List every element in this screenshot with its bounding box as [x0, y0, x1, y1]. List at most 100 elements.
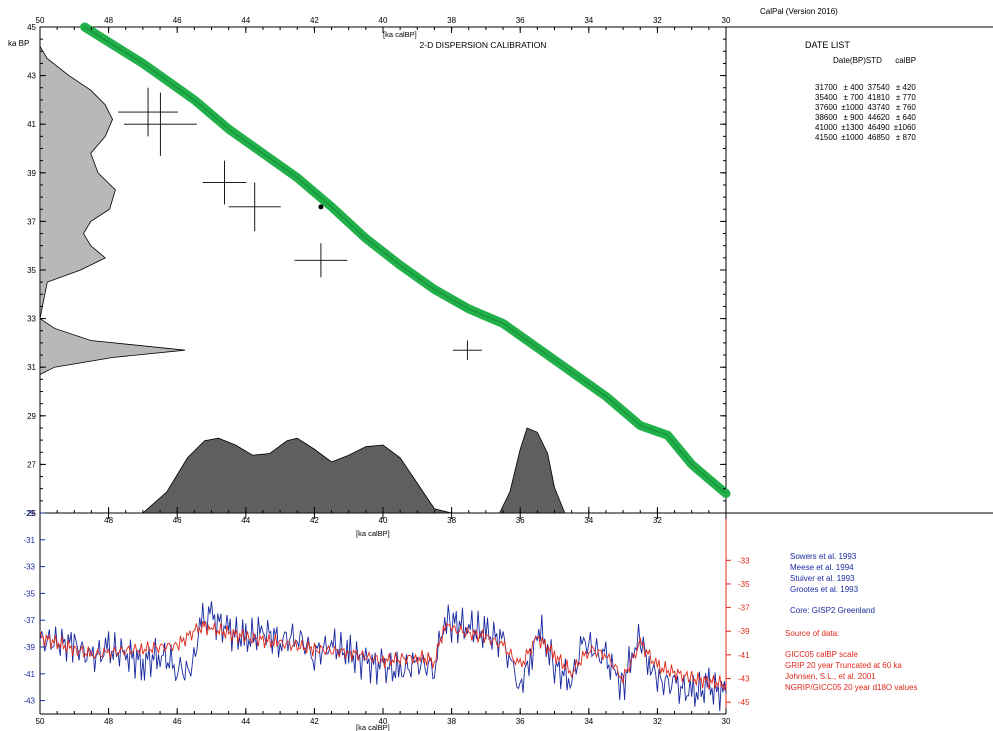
x-tick-label: 30: [722, 717, 731, 726]
x-tick-label: 42: [310, 717, 319, 726]
y-tick-label: 33: [27, 315, 36, 324]
main-plot-frame: [39, 26, 727, 514]
date-list-header: Date(BP)STD calBP: [833, 56, 917, 65]
date-list-cell-calstd: ±1060: [893, 123, 916, 132]
x-tick-label: 48: [104, 717, 113, 726]
gisp2-series-line: [39, 601, 727, 712]
calibrated-density-area: [141, 437, 452, 514]
x-tick-label: 34: [584, 717, 593, 726]
y-right-tick-label: -37: [738, 604, 750, 613]
reference-item: Stuiver et al. 1993: [790, 574, 855, 583]
y-tick-label: 43: [27, 72, 36, 81]
grip-series-line: [39, 621, 727, 691]
x-tick-label-bottom: 46: [173, 516, 182, 525]
y-left-tick-label: -41: [23, 670, 35, 679]
y-tick-label: 31: [27, 363, 36, 372]
source-title: Source of data:: [785, 629, 840, 638]
x-tick-label: 50: [36, 717, 45, 726]
reference-item: Grootes et al. 1993: [790, 585, 859, 594]
date-list-cell-cal: 44620: [867, 113, 890, 122]
date-list-cell-std: ± 400: [843, 83, 864, 92]
x-tick-label-top: 30: [722, 16, 731, 25]
date-list-row: 38600 ± 900 44620 ± 640: [815, 113, 920, 123]
y-tick-label: 41: [27, 120, 36, 129]
date-list-row: 41000 ±1300 46490 ±1060: [815, 123, 920, 133]
x-tick-label-top: 40: [379, 16, 388, 25]
date-list-title: DATE LIST: [805, 40, 850, 50]
date-list-cell-bp: 31700: [815, 83, 838, 92]
y-right-tick-label: -45: [738, 698, 750, 707]
date-list-cell-cal: 46850: [867, 133, 890, 142]
x-tick-label-top: 50: [36, 16, 45, 25]
y-unit-label: ka BP: [8, 39, 29, 48]
selected-date-dot: [318, 204, 324, 210]
date-list-cell-cal: 41810: [867, 93, 890, 102]
y-left-tick-label: -35: [23, 589, 35, 598]
source-line: GRIP 20 year Truncated at 60 ka: [785, 661, 902, 670]
source-line: GICC05 calBP scale: [785, 650, 858, 659]
y-right-tick-label: -43: [738, 675, 750, 684]
date-list-cell-cal: 43740: [867, 103, 890, 112]
x-tick-label-top: 32: [653, 16, 662, 25]
x-tick-label-top: 34: [584, 16, 593, 25]
y-tick-label: 39: [27, 169, 36, 178]
date-list-cell-bp: 37600: [815, 103, 838, 112]
date-list-cell-bp: 38600: [815, 113, 838, 122]
x-tick-label: 38: [447, 717, 456, 726]
date-list-cell-calstd: ± 760: [895, 103, 916, 112]
chart-title: 2-D DISPERSION CALIBRATION: [420, 40, 547, 50]
bottom-axis-label-2: [ka calBP]: [356, 723, 390, 731]
x-tick-label: 44: [241, 717, 250, 726]
y-tick-label: 25: [27, 509, 36, 518]
date-list-cell-cal: 46490: [867, 123, 890, 132]
y-tick-label: 27: [27, 460, 36, 469]
y-left-tick-label: -33: [23, 563, 35, 572]
bp-density-area: [39, 44, 186, 376]
x-tick-label-bottom: 34: [584, 516, 593, 525]
y-left-tick-label: -31: [23, 536, 35, 545]
calibration-curve-line: [84, 26, 727, 495]
x-tick-label: 32: [653, 717, 662, 726]
app-version-label: CalPal (Version 2016): [760, 7, 838, 16]
date-list-cell-std: ±1300: [841, 123, 864, 132]
date-list-cell-std: ± 900: [843, 113, 864, 122]
x-tick-label-top: 38: [447, 16, 456, 25]
y-tick-label: 35: [27, 266, 36, 275]
reference-item: Sowers et al. 1993: [790, 552, 857, 561]
date-list-row: 37600 ±1000 43740 ± 760: [815, 103, 920, 113]
x-tick-label-bottom: 40: [379, 516, 388, 525]
source-line: NGRIP/GICC05 20 year d18O values: [785, 683, 918, 692]
y-right-tick-label: -39: [738, 627, 750, 636]
references-list: Sowers et al. 1993 Meese et al. 1994 Stu…: [790, 551, 875, 616]
date-list-cell-calstd: ± 770: [895, 93, 916, 102]
date-list-cell-calstd: ± 640: [895, 113, 916, 122]
y-left-tick-label: -37: [23, 616, 35, 625]
bottom-axis-label-1: [ka calBP]: [356, 529, 390, 538]
date-list-row: 31700 ± 400 37540 ± 420: [815, 83, 920, 93]
y-right-tick-label: -35: [738, 580, 750, 589]
x-tick-label-bottom: 38: [447, 516, 456, 525]
calibrated-density-peak: [498, 427, 566, 514]
x-tick-label-bottom: 44: [241, 516, 250, 525]
y-right-tick-label: -41: [738, 651, 750, 660]
date-list-cell-calstd: ± 870: [895, 133, 916, 142]
y-right-tick-label: -33: [738, 556, 750, 565]
y-tick-label: 37: [27, 217, 36, 226]
date-list-cell-bp: 35400: [815, 93, 838, 102]
x-tick-label: 40: [379, 717, 388, 726]
date-list-cell-calstd: ± 420: [895, 83, 916, 92]
calibration-curve-band: [80, 22, 731, 499]
date-list-cell-cal: 37540: [867, 83, 890, 92]
y-tick-label: 45: [27, 23, 36, 32]
date-list-cell-std: ±1000: [841, 133, 864, 142]
date-list-cell-std: ±1000: [841, 103, 864, 112]
date-list-row: 35400 ± 700 41810 ± 770: [815, 93, 920, 103]
x-tick-label-bottom: 32: [653, 516, 662, 525]
core-label: Core: GISP2 Greenland: [790, 606, 875, 615]
date-list-cell-std: ± 700: [843, 93, 864, 102]
y-left-tick-label: -43: [23, 697, 35, 706]
top-axis-label: [ka calBP]: [383, 30, 417, 39]
reference-item: Meese et al. 1994: [790, 563, 854, 572]
x-tick-label-top: 46: [173, 16, 182, 25]
